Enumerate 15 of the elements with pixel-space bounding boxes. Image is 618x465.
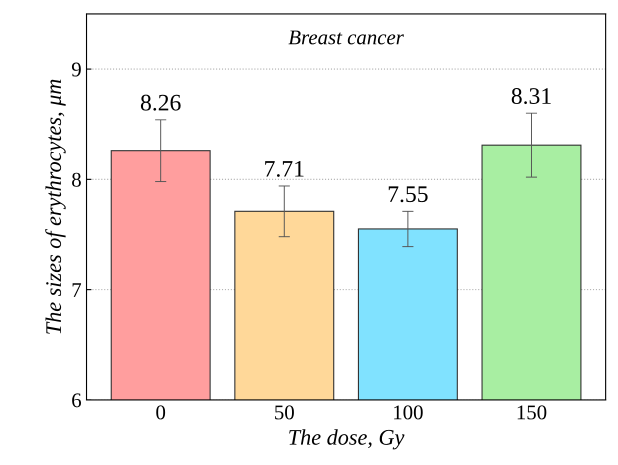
x-axis-title: The dose, Gy	[289, 429, 404, 450]
x-tick-label: 0	[156, 405, 166, 420]
y-tick-label: 7	[72, 283, 82, 297]
y-tick-label: 8	[72, 172, 81, 187]
x-tick-label: 150	[518, 405, 546, 420]
y-axis-title: The sizes of erythrocytes, μm	[45, 80, 66, 334]
x-tick-label: 100	[394, 405, 423, 420]
data-label: 8.26	[140, 94, 181, 111]
data-label: 8.31	[512, 88, 551, 104]
x-tick-label: 50	[275, 405, 294, 420]
data-label: 7.55	[388, 186, 428, 202]
y-tick-label: 9	[72, 62, 81, 77]
data-label: 7.71	[265, 160, 304, 177]
text: Breast cancer	[288, 30, 404, 44]
y-tick-label: 6	[72, 393, 82, 408]
